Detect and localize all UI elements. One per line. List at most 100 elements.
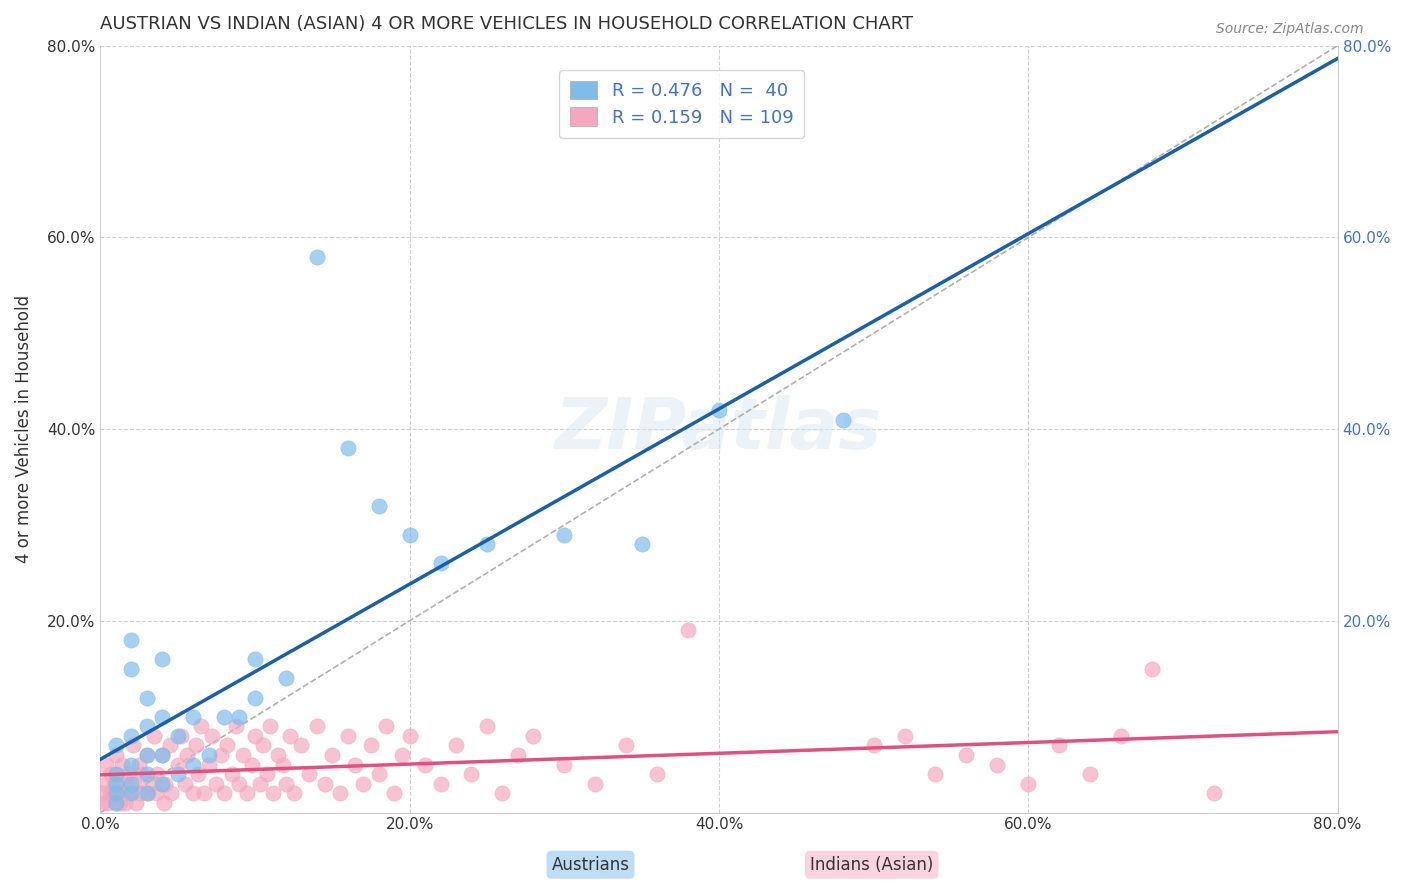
Point — [120, 777, 142, 791]
Point — [212, 786, 235, 800]
Point — [252, 739, 274, 753]
Point — [232, 747, 254, 762]
Point — [150, 747, 173, 762]
Point — [114, 796, 136, 810]
Point — [491, 786, 513, 800]
Point — [280, 729, 302, 743]
Point — [249, 777, 271, 791]
Point — [193, 786, 215, 800]
Point — [125, 796, 148, 810]
Point — [98, 786, 121, 800]
Point — [176, 747, 198, 762]
Point — [112, 786, 135, 800]
Point — [217, 739, 239, 753]
Point — [120, 786, 142, 800]
Point — [135, 719, 157, 733]
Point — [243, 652, 266, 666]
Point — [103, 777, 125, 791]
Point — [367, 499, 389, 513]
Text: Indians (Asian): Indians (Asian) — [810, 855, 934, 873]
Point — [228, 709, 250, 723]
Point — [120, 757, 142, 772]
Point — [1202, 786, 1225, 800]
Text: Source: ZipAtlas.com: Source: ZipAtlas.com — [1216, 22, 1364, 37]
Point — [187, 767, 209, 781]
Point — [94, 777, 117, 791]
Point — [298, 767, 321, 781]
Point — [506, 747, 529, 762]
Point — [135, 786, 157, 800]
Point — [150, 652, 173, 666]
Point — [321, 747, 343, 762]
Point — [124, 777, 146, 791]
Point — [305, 250, 328, 264]
Point — [256, 767, 278, 781]
Point — [831, 412, 853, 426]
Point — [336, 729, 359, 743]
Point — [236, 786, 259, 800]
Point — [205, 777, 228, 791]
Point — [104, 747, 127, 762]
Point — [344, 757, 367, 772]
Legend: R = 0.476   N =  40, R = 0.159   N = 109: R = 0.476 N = 40, R = 0.159 N = 109 — [560, 70, 804, 137]
Point — [274, 777, 297, 791]
Point — [104, 767, 127, 781]
Point — [263, 786, 285, 800]
Point — [329, 786, 352, 800]
Point — [707, 403, 730, 417]
Point — [305, 719, 328, 733]
Point — [105, 786, 128, 800]
Point — [1017, 777, 1039, 791]
Point — [150, 777, 173, 791]
Point — [90, 786, 112, 800]
Point — [104, 786, 127, 800]
Point — [240, 757, 263, 772]
Point — [553, 757, 575, 772]
Point — [398, 729, 420, 743]
Point — [166, 757, 188, 772]
Point — [146, 767, 169, 781]
Point — [243, 690, 266, 705]
Point — [475, 719, 498, 733]
Point — [136, 786, 159, 800]
Point — [228, 777, 250, 791]
Point — [221, 767, 243, 781]
Point — [120, 786, 142, 800]
Point — [166, 729, 188, 743]
Point — [135, 690, 157, 705]
Point — [367, 767, 389, 781]
Point — [209, 747, 232, 762]
Point — [104, 796, 127, 810]
Point — [104, 767, 127, 781]
Point — [181, 709, 204, 723]
Point — [166, 767, 188, 781]
Point — [225, 719, 247, 733]
Point — [413, 757, 436, 772]
Point — [159, 739, 181, 753]
Point — [290, 739, 312, 753]
Point — [100, 767, 122, 781]
Text: Austrians: Austrians — [551, 855, 630, 873]
Point — [336, 442, 359, 456]
Point — [160, 786, 183, 800]
Point — [862, 739, 884, 753]
Point — [391, 747, 413, 762]
Point — [129, 786, 152, 800]
Point — [115, 777, 138, 791]
Point — [352, 777, 374, 791]
Point — [259, 719, 281, 733]
Point — [128, 757, 150, 772]
Point — [243, 729, 266, 743]
Point — [986, 757, 1008, 772]
Point — [630, 537, 652, 551]
Point — [382, 786, 405, 800]
Point — [135, 767, 157, 781]
Point — [283, 786, 305, 800]
Point — [274, 671, 297, 685]
Point — [1109, 729, 1132, 743]
Point — [181, 786, 204, 800]
Point — [190, 719, 212, 733]
Text: ZIPatlas: ZIPatlas — [555, 394, 883, 464]
Point — [120, 729, 142, 743]
Point — [155, 777, 177, 791]
